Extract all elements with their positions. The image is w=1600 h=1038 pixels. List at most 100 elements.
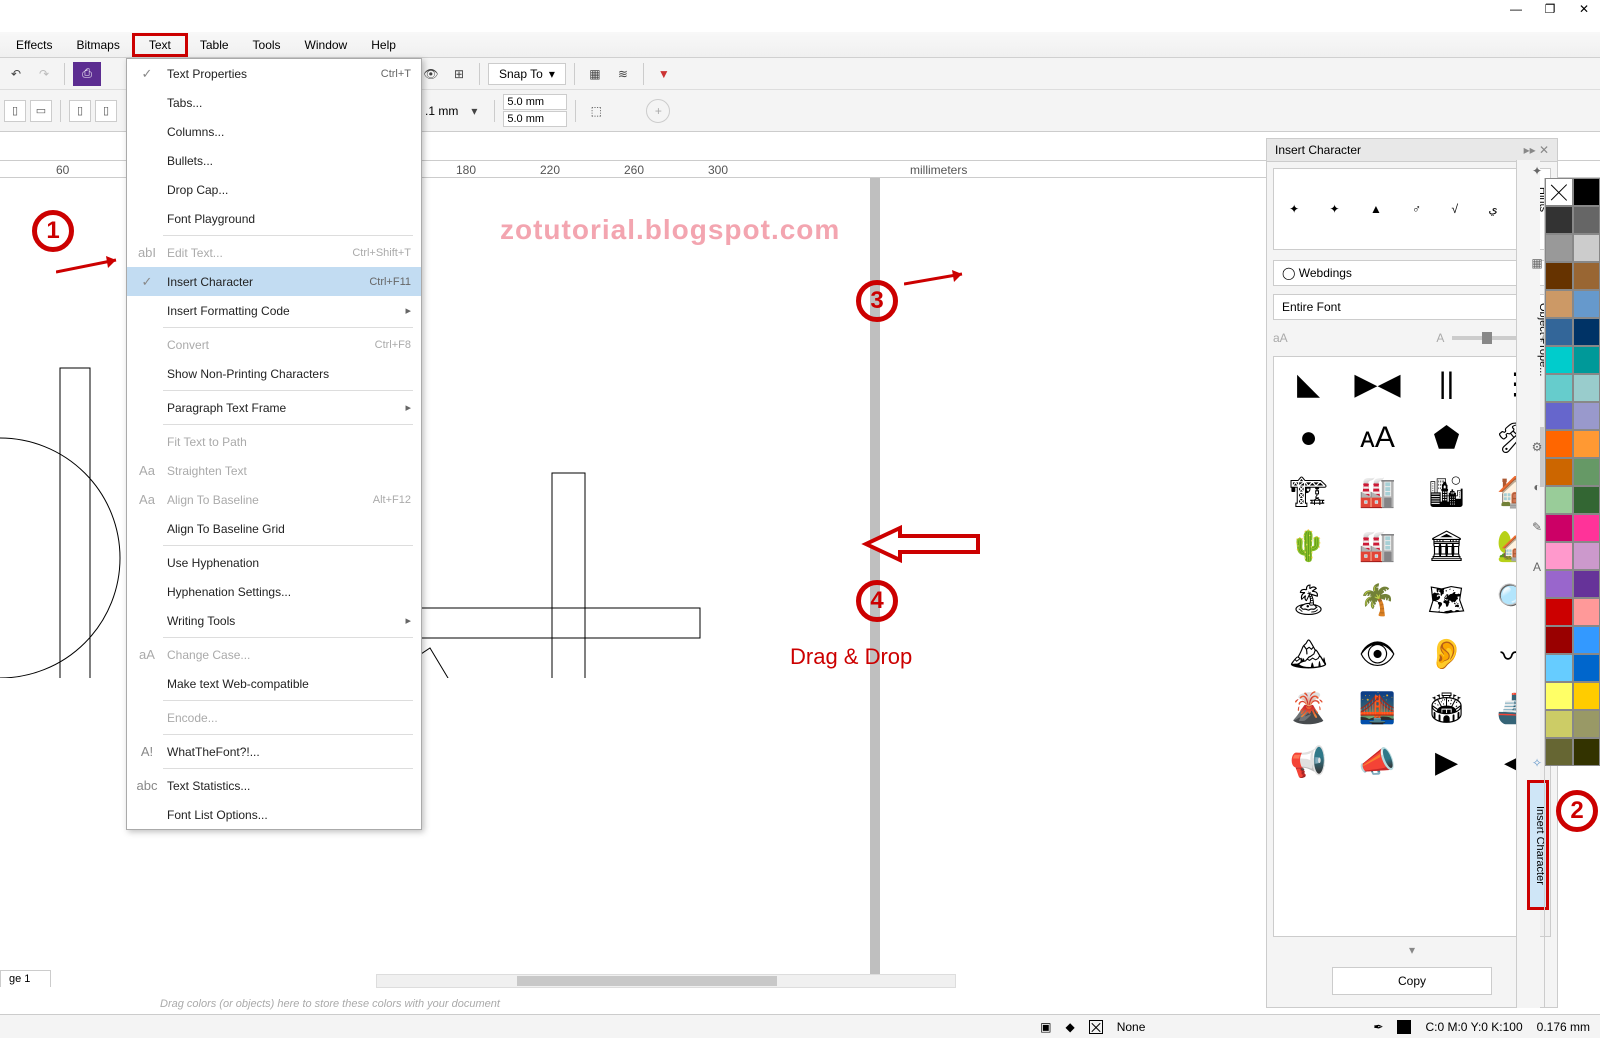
orient-portrait[interactable]: ▯ [4, 100, 26, 122]
menu-item[interactable]: Columns... [127, 117, 421, 146]
color-swatch[interactable] [1545, 178, 1573, 206]
color-swatch[interactable] [1573, 318, 1600, 346]
duplicate-distance-button[interactable]: ⬚ [584, 99, 608, 123]
color-swatch[interactable] [1545, 402, 1573, 430]
color-swatch[interactable] [1573, 458, 1600, 486]
color-swatch[interactable] [1545, 346, 1573, 374]
launch-button[interactable]: ▼ [652, 62, 676, 86]
menu-item[interactable]: Make text Web-compatible [127, 669, 421, 698]
color-swatch[interactable] [1573, 738, 1600, 766]
menu-help[interactable]: Help [359, 34, 408, 56]
character-cell[interactable]: ● [1274, 411, 1343, 465]
color-swatch[interactable] [1545, 542, 1573, 570]
character-cell[interactable]: 🌵 [1274, 519, 1343, 573]
color-swatch[interactable] [1573, 486, 1600, 514]
color-swatch[interactable] [1573, 542, 1600, 570]
character-cell[interactable]: 🌴 [1343, 573, 1412, 627]
color-swatch[interactable] [1545, 262, 1573, 290]
character-cell[interactable]: 👁 [1343, 627, 1412, 681]
menu-item[interactable]: Show Non-Printing Characters [127, 359, 421, 388]
color-swatch[interactable] [1573, 290, 1600, 318]
font-selector[interactable]: ◯ Webdings⌄ [1273, 260, 1551, 286]
color-swatch[interactable] [1545, 682, 1573, 710]
color-swatch[interactable] [1573, 178, 1600, 206]
color-swatch[interactable] [1573, 598, 1600, 626]
menu-bitmaps[interactable]: Bitmaps [64, 34, 131, 56]
range-selector[interactable]: Entire Font⌄ [1273, 294, 1551, 320]
color-swatch[interactable] [1573, 710, 1600, 738]
color-swatch[interactable] [1545, 710, 1573, 738]
menu-window[interactable]: Window [293, 34, 360, 56]
page-tab[interactable]: ge 1 [0, 970, 51, 987]
color-swatch[interactable] [1545, 598, 1573, 626]
menu-item[interactable]: ✓Text PropertiesCtrl+T [127, 59, 421, 88]
close-button[interactable]: ✕ [1572, 2, 1596, 16]
add-button[interactable]: + [646, 99, 670, 123]
color-swatch[interactable] [1573, 682, 1600, 710]
color-swatch[interactable] [1545, 290, 1573, 318]
color-swatch[interactable] [1573, 402, 1600, 430]
undo-button[interactable]: ↶ [4, 62, 28, 86]
character-cell[interactable]: 🏭 [1343, 519, 1412, 573]
menu-item[interactable]: ✓Insert CharacterCtrl+F11 [127, 267, 421, 296]
menu-table[interactable]: Table [188, 34, 241, 56]
horizontal-scrollbar[interactable] [376, 974, 956, 988]
color-swatch[interactable] [1573, 654, 1600, 682]
menu-item[interactable]: Align To Baseline Grid [127, 514, 421, 543]
character-cell[interactable]: ▶ [1412, 735, 1481, 789]
menu-text[interactable]: Text [132, 33, 188, 57]
view-button-1[interactable]: 👁 [419, 62, 443, 86]
color-swatch[interactable] [1573, 234, 1600, 262]
page-button-2[interactable]: ▯ [95, 100, 117, 122]
color-swatch[interactable] [1545, 570, 1573, 598]
character-cell[interactable]: ◣ [1274, 357, 1343, 411]
color-swatch[interactable] [1573, 374, 1600, 402]
menu-item[interactable]: Font List Options... [127, 800, 421, 829]
docker-controls[interactable]: ▸▸ ✕ [1524, 143, 1549, 157]
color-swatch[interactable] [1545, 374, 1573, 402]
character-cell[interactable]: ⬟ [1412, 411, 1481, 465]
character-cell[interactable]: 🏗 [1274, 465, 1343, 519]
nudge-y-input[interactable] [503, 111, 567, 127]
copy-button[interactable]: Copy [1332, 967, 1492, 995]
redo-button[interactable]: ↷ [32, 62, 56, 86]
color-swatch[interactable] [1545, 458, 1573, 486]
character-cell[interactable]: || [1412, 357, 1481, 411]
page-button-1[interactable]: ▯ [69, 100, 91, 122]
character-cell[interactable]: ᴀA [1343, 411, 1412, 465]
color-swatch[interactable] [1545, 430, 1573, 458]
color-swatch[interactable] [1545, 654, 1573, 682]
menu-item[interactable]: Use Hyphenation [127, 548, 421, 577]
color-swatch[interactable] [1573, 626, 1600, 654]
color-swatch[interactable] [1573, 570, 1600, 598]
character-cell[interactable]: 🏔 [1274, 627, 1343, 681]
color-swatch[interactable] [1545, 514, 1573, 542]
color-swatch[interactable] [1545, 234, 1573, 262]
snap-to-dropdown[interactable]: Snap To▾ [488, 63, 566, 85]
view-button-2[interactable]: ⊞ [447, 62, 471, 86]
menu-item[interactable]: Insert Formatting Code▸ [127, 296, 421, 325]
character-cell[interactable]: 🌉 [1343, 681, 1412, 735]
character-cell[interactable]: 🏝 [1274, 573, 1343, 627]
color-swatch[interactable] [1573, 262, 1600, 290]
menu-item[interactable]: Writing Tools▸ [127, 606, 421, 635]
case-toggle-icon[interactable]: aA [1273, 331, 1288, 345]
color-swatch[interactable] [1545, 486, 1573, 514]
menu-item[interactable]: Bullets... [127, 146, 421, 175]
color-swatch[interactable] [1545, 206, 1573, 234]
menu-item[interactable]: abcText Statistics... [127, 771, 421, 800]
units-dropdown[interactable]: ▾ [462, 99, 486, 123]
orient-landscape[interactable]: ▭ [30, 100, 52, 122]
character-cell[interactable]: 👂 [1412, 627, 1481, 681]
character-cell[interactable]: 🗺 [1412, 573, 1481, 627]
menu-item[interactable]: A!WhatTheFont?!... [127, 737, 421, 766]
menu-item[interactable]: Tabs... [127, 88, 421, 117]
menu-item[interactable]: Drop Cap... [127, 175, 421, 204]
color-swatch[interactable] [1573, 206, 1600, 234]
character-cell[interactable]: 🏛 [1412, 519, 1481, 573]
character-cell[interactable]: 🏭 [1343, 465, 1412, 519]
maximize-button[interactable]: ❐ [1538, 2, 1562, 16]
menu-item[interactable]: Paragraph Text Frame▸ [127, 393, 421, 422]
character-cell[interactable]: 📣 [1343, 735, 1412, 789]
options-button-2[interactable]: ≋ [611, 62, 635, 86]
